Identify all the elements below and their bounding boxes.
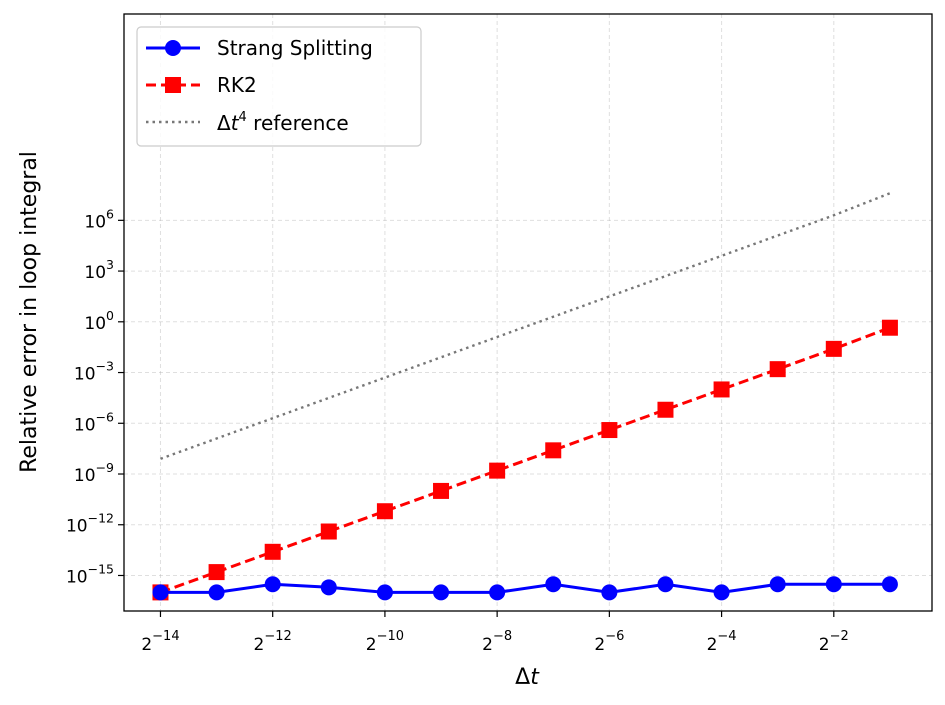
- data-point-rk2: [601, 422, 618, 439]
- legend-marker-rk2: [165, 77, 181, 93]
- legend-label-rk2: RK2: [217, 73, 257, 97]
- data-point-rk2: [489, 462, 506, 479]
- plot-frame: [123, 13, 933, 612]
- data-point-rk2: [657, 401, 674, 418]
- series-line-1: [159, 326, 891, 594]
- data-point-strang: [769, 576, 786, 593]
- y-tick-label: 10−15: [66, 561, 114, 587]
- y-axis: 106 103 100 10−3 10−6 10−9 10−12 10−15: [66, 206, 124, 587]
- y-tick-label: 10−6: [74, 409, 114, 435]
- x-tick-label: 2−14: [141, 629, 179, 655]
- data-point-strang: [433, 584, 450, 601]
- legend-label-reference: Δt4 reference: [217, 110, 349, 135]
- data-point-rk2: [881, 319, 898, 336]
- legend-marker-strang: [165, 40, 181, 56]
- y-tick-label: 10−9: [74, 460, 114, 486]
- legend: Strang Splitting RK2 Δt4 reference: [136, 26, 422, 147]
- series-layer: [152, 192, 898, 601]
- x-tick-label: 2−8: [482, 629, 512, 655]
- y-tick-label: 106: [84, 206, 114, 232]
- x-tick-label: 2−10: [366, 629, 404, 655]
- data-point-rk2: [320, 523, 337, 540]
- data-point-strang: [713, 584, 730, 601]
- data-point-rk2: [545, 442, 562, 459]
- data-point-strang: [489, 584, 506, 601]
- x-tick-label: 2−12: [254, 629, 292, 655]
- data-point-rk2: [433, 482, 450, 499]
- y-tick-label: 10−3: [74, 359, 114, 385]
- data-point-rk2: [825, 340, 842, 357]
- data-point-strang: [264, 576, 281, 593]
- x-axis: 2−14 2−12 2−10 2−8 2−6 2−4 2−2: [141, 611, 849, 655]
- x-axis-title: Δt: [515, 665, 540, 690]
- y-tick-label: 100: [84, 308, 114, 334]
- data-point-strang: [208, 584, 225, 601]
- x-tick-label: 2−2: [819, 629, 849, 655]
- legend-box: [136, 26, 422, 147]
- y-axis-title: Relative error in loop integral: [17, 151, 42, 473]
- y-tick-label: 10−12: [66, 511, 114, 537]
- data-point-strang: [601, 584, 618, 601]
- data-point-strang: [320, 579, 337, 596]
- data-point-rk2: [769, 361, 786, 378]
- data-point-rk2: [208, 564, 225, 581]
- x-tick-label: 2−4: [707, 629, 737, 655]
- series-line-0: [160, 582, 890, 594]
- data-point-strang: [152, 584, 169, 601]
- data-point-strang: [657, 576, 674, 593]
- data-point-rk2: [376, 503, 393, 520]
- x-tick-label: 2−6: [594, 629, 624, 655]
- data-point-rk2: [264, 543, 281, 560]
- data-point-strang: [376, 584, 393, 601]
- data-point-rk2: [713, 381, 730, 398]
- data-point-strang: [825, 576, 842, 593]
- data-point-strang: [545, 576, 562, 593]
- data-point-strang: [881, 576, 898, 593]
- legend-label-strang: Strang Splitting: [217, 36, 373, 60]
- y-tick-label: 103: [84, 257, 114, 283]
